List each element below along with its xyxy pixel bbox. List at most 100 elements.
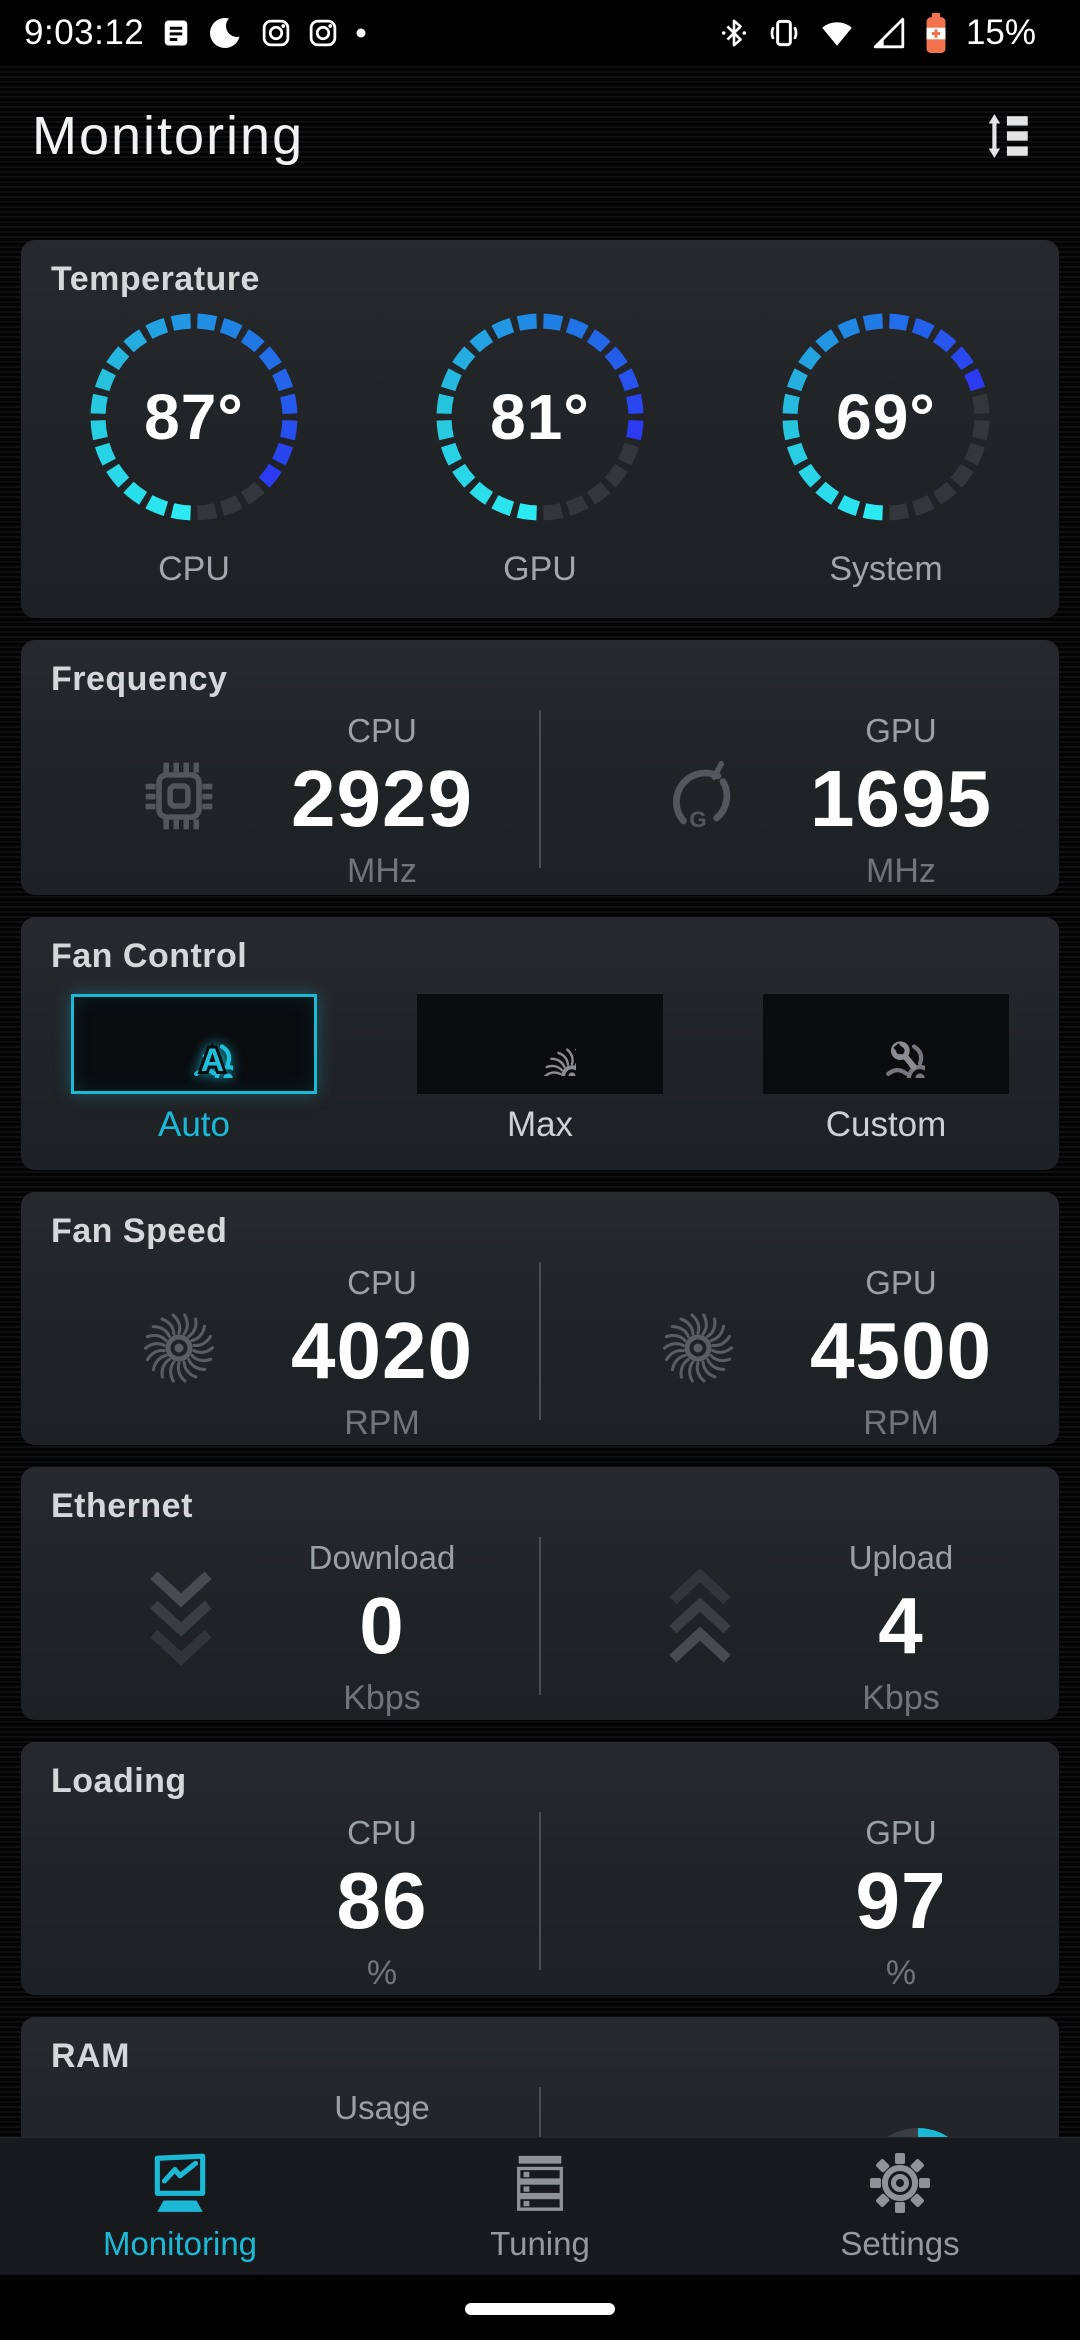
fan-max-icon (504, 1012, 576, 1076)
stat-unit: Kbps (862, 1678, 940, 1717)
loading-card: Loading CPU 86 % GPU 97 % (21, 1742, 1059, 1995)
fan-speed-gpu: GPU 4500 RPM (540, 1252, 1059, 1442)
divider (539, 1537, 541, 1695)
card-title: Temperature (51, 260, 260, 298)
fan-speed-card: Fan Speed CPU 4020 RPM GPU 4500 RPM (21, 1192, 1059, 1445)
stat-value: 4500 (810, 1306, 992, 1395)
stat-label: GPU (865, 1814, 937, 1851)
fan-mode-tile[interactable] (417, 994, 663, 1094)
nav-label: Settings (840, 2225, 960, 2262)
notification-dot-icon (356, 28, 366, 38)
fan-icon (139, 1308, 219, 1388)
ethernet-upload: Upload 4 Kbps (540, 1527, 1059, 1717)
divider (539, 1812, 541, 1970)
nav-tab-monitoring[interactable]: Monitoring (40, 2150, 320, 2263)
stat-unit: Kbps (343, 1678, 421, 1717)
stat-unit: MHz (866, 851, 936, 890)
temperature-gauge-gpu: 81° GPU (367, 302, 713, 589)
card-title: Fan Control (51, 937, 248, 975)
gauge-ring (436, 313, 644, 521)
battery-saver-icon (926, 13, 946, 53)
monitoring-icon (147, 2150, 213, 2216)
gauge-label: GPU (503, 550, 577, 588)
battery-percent: 15% (965, 13, 1036, 52)
stat-label: Usage (334, 2089, 430, 2126)
card-title: Fan Speed (51, 1212, 228, 1250)
ethernet-card: Ethernet Download 0 Kbps Upload 4 Kbps (21, 1467, 1059, 1720)
stat-unit: % (366, 1953, 398, 1992)
upload-chevrons-icon (658, 1567, 742, 1667)
gauge-value: 69° (836, 381, 936, 453)
gauge-ring (782, 313, 990, 521)
settings-icon (868, 2150, 932, 2216)
fan-mode-label: Custom (825, 1105, 947, 1144)
stat-unit: RPM (863, 1403, 939, 1442)
fan-speed-cpu: CPU 4020 RPM (21, 1252, 540, 1442)
fan-control-card: Fan Control A Auto Max (21, 917, 1059, 1170)
sort-order-button[interactable] (984, 112, 1034, 160)
gauge-ring (90, 313, 298, 521)
fan-custom-icon (847, 1041, 925, 1078)
home-indicator[interactable] (465, 2303, 615, 2315)
gauge-label: CPU (158, 550, 230, 588)
fan-auto-icon: A (155, 1039, 233, 1078)
stat-value: 2929 (291, 754, 473, 843)
temperature-gauge-cpu: 87° CPU (21, 302, 367, 589)
fan-mode-auto[interactable]: A Auto (71, 917, 317, 1170)
stat-value: 0 (359, 1581, 405, 1670)
bottom-nav: Monitoring Tuning Settings (0, 2137, 1080, 2275)
stat-value: 4 (878, 1581, 924, 1670)
vibrate-icon (770, 19, 798, 47)
cpu-chip-icon (139, 756, 219, 836)
page-title: Monitoring (32, 106, 305, 166)
nav-label: Tuning (490, 2225, 590, 2262)
stat-label: Download (308, 1539, 456, 1576)
stat-value: 1695 (810, 754, 992, 843)
divider (539, 710, 541, 868)
clock: 9:03:12 (24, 13, 145, 52)
fan-mode-label: Max (506, 1105, 574, 1144)
frequency-cpu: CPU 2929 MHz (21, 700, 540, 890)
stat-label: GPU (865, 712, 937, 749)
stat-unit: MHz (347, 851, 417, 890)
fan-mode-tile[interactable]: A (71, 994, 317, 1094)
gauge-label: System (829, 550, 943, 588)
card-title: RAM (51, 2037, 130, 2075)
notification-camera-icon (310, 19, 337, 47)
loading-gpu: GPU 97 % (540, 1802, 1059, 1992)
stat-unit: % (885, 1953, 917, 1992)
stat-unit: RPM (344, 1403, 420, 1442)
frequency-gpu: GPU 1695 MHz (540, 700, 1059, 890)
gpu-gauge-icon (658, 756, 738, 836)
ram-usage: Usage (21, 2077, 540, 2254)
card-title: Frequency (51, 660, 228, 698)
notification-camera-icon (263, 19, 290, 47)
fan-mode-custom[interactable]: Custom (763, 917, 1009, 1170)
nav-tab-tuning[interactable]: Tuning (400, 2150, 680, 2263)
tuning-icon (509, 2150, 571, 2216)
fan-mode-max[interactable]: Max (417, 917, 663, 1170)
stat-label: CPU (347, 1264, 417, 1301)
stat-label: CPU (347, 1814, 417, 1851)
fan-mode-tile[interactable] (763, 994, 1009, 1094)
loading-cpu: CPU 86 % (21, 1802, 540, 1992)
ethernet-download: Download 0 Kbps (21, 1527, 540, 1717)
stat-value: 97 (855, 1856, 947, 1945)
fan-mode-label: Auto (158, 1105, 230, 1144)
svg-text:A: A (201, 1042, 224, 1078)
card-title: Ethernet (51, 1487, 193, 1525)
stat-label: CPU (347, 712, 417, 749)
gauge-value: 87° (144, 381, 244, 453)
notification-message-icon (165, 20, 188, 46)
frequency-card: Frequency CPU 2929 MHz GPU 1695 MHz (21, 640, 1059, 895)
gesture-bar-area (0, 2275, 1080, 2340)
bluetooth-icon (721, 19, 747, 47)
temperature-card: Temperature 87° CPU 81° GPU 69° System (21, 240, 1059, 618)
status-bar: 9:03:12 (0, 0, 1080, 66)
temperature-gauge-system: 69° System (713, 302, 1059, 589)
card-title: Loading (51, 1762, 187, 1800)
notification-crescent-icon (210, 15, 245, 48)
cellular-signal-icon (873, 17, 905, 49)
nav-tab-settings[interactable]: Settings (760, 2150, 1040, 2263)
